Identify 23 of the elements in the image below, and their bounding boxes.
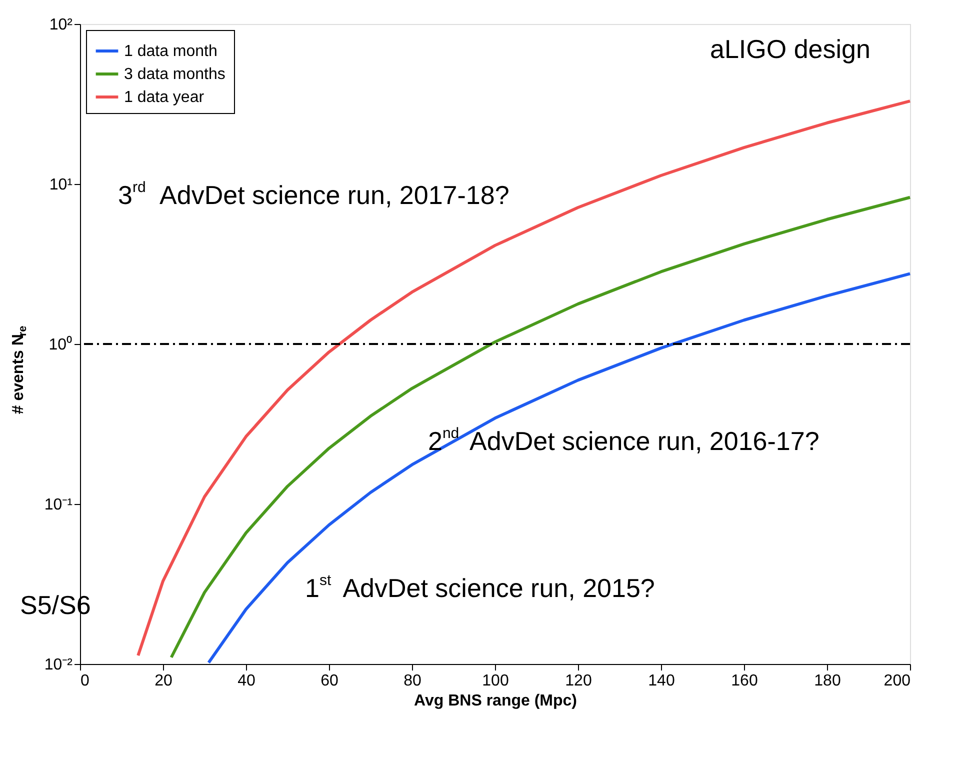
y-tick-label: 10¹ (49, 176, 72, 194)
x-tick-label: 180 (814, 672, 841, 690)
y-axis-title: # events Nre (10, 326, 29, 414)
y-tick-label: 10⁻² (44, 656, 74, 674)
x-tick-label: 100 (482, 672, 509, 690)
legend-label: 1 data year (124, 89, 205, 106)
x-axis-title: Avg BNS range (Mpc) (414, 692, 577, 710)
y-tick-label: 10⁻¹ (44, 496, 72, 514)
x-tick-label: 20 (154, 672, 172, 690)
y-tick-label: 10² (49, 16, 74, 34)
x-tick-label: 0 (80, 672, 90, 690)
x-tick-label: 120 (565, 672, 592, 690)
x-tick-label: 80 (404, 672, 422, 690)
annotation: aLIGO design (710, 34, 870, 64)
x-tick-label: 160 (731, 672, 758, 690)
line-series (207, 272, 912, 664)
legend-label: 3 data months (124, 66, 226, 83)
y-tick-label: 10⁰ (48, 336, 72, 354)
legend-label: 1 data month (124, 43, 218, 60)
x-tick-label: 200 (884, 672, 911, 690)
x-tick-label: 60 (320, 672, 338, 690)
x-tick-label: 40 (238, 672, 256, 690)
x-tick-label: 140 (648, 672, 675, 690)
